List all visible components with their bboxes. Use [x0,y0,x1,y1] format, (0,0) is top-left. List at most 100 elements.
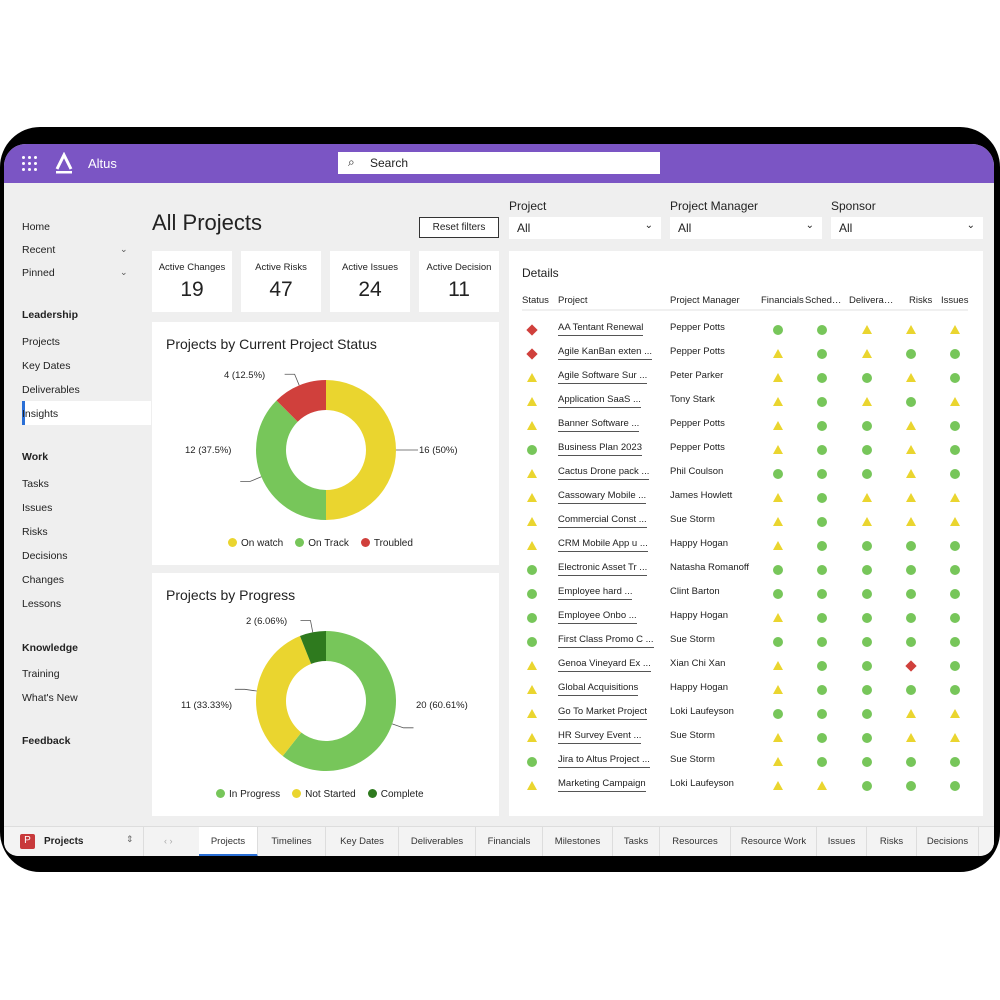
project-link[interactable]: Genoa Vineyard Ex ... [558,658,651,672]
filter-dropdown-project[interactable]: All ⌄ [509,217,661,239]
project-link[interactable]: First Class Promo C ... [558,634,654,648]
tab-issues[interactable]: Issues [817,827,867,856]
project-link[interactable]: Electronic Asset Tr ... [558,562,648,576]
donut-slice-on-track[interactable] [255,400,326,520]
project-link[interactable]: HR Survey Event ... [558,730,642,744]
tab-key-dates[interactable]: Key Dates [326,827,399,856]
donut-slice-troubled[interactable] [276,380,326,422]
donut-slice-not-started[interactable] [255,636,312,757]
project-link[interactable]: Banner Software ... [558,418,640,432]
chart-title: Projects by Current Project Status [166,336,377,352]
green-circle-icon [773,469,783,479]
green-circle-icon [906,613,916,623]
project-link[interactable]: Employee Onbo ... [558,610,637,624]
project-link[interactable]: Global Acquisitions [558,682,639,696]
legend-item[interactable]: Troubled [360,538,413,549]
project-link[interactable]: Marketing Campaign [558,778,646,792]
app-launcher-icon[interactable] [22,156,38,172]
column-header[interactable]: Project [558,295,588,306]
project-manager: Natasha Romanoff [670,562,750,573]
project-link[interactable]: Employee hard ... [558,586,633,600]
column-header[interactable]: Sched… [805,295,842,306]
column-header[interactable]: Status [522,295,549,306]
legend-item[interactable]: Complete [367,789,424,800]
bottom-bar: P Projects ⇕ ‹ › Projects Timelines Key Da… [4,826,994,856]
table-row: Banner Software ... Pepper Potts [509,415,983,437]
kpi-card[interactable]: Active Decision 11 [419,251,499,312]
green-circle-icon [906,637,916,647]
reset-filters-button[interactable]: Reset filters [419,217,499,238]
app-switcher[interactable]: P Projects ⇕ [4,827,144,856]
legend-swatch-icon [360,538,370,547]
tab-decisions[interactable]: Decisions [917,827,979,856]
project-link[interactable]: Cassowary Mobile ... [558,490,647,504]
project-link[interactable]: AA Tentant Renewal [558,322,644,336]
table-row: Global Acquisitions Happy Hogan [509,679,983,701]
project-link[interactable]: Cactus Drone pack ... [558,466,650,480]
project-link[interactable]: Commercial Const ... [558,514,647,528]
sidebar-item-training[interactable]: Training [22,668,60,680]
legend-item[interactable]: Not Started [292,789,356,800]
sidebar-item-changes[interactable]: Changes [22,574,65,586]
legend-item[interactable]: On Track [295,538,349,549]
column-header[interactable]: Delivera… [849,295,894,306]
tab-financials[interactable]: Financials [476,827,543,856]
kpi-card[interactable]: Active Changes 19 [152,251,232,312]
legend-item[interactable]: On watch [228,538,283,549]
column-header[interactable]: Risks [909,295,933,306]
sidebar-item-insights[interactable]: Insights [22,408,59,420]
tab-projects[interactable]: Projects [199,827,258,856]
sidebar-item-recent[interactable]: Recent [22,244,56,256]
sidebar-item-lessons[interactable]: Lessons [22,598,62,610]
project-link[interactable]: Application SaaS ... [558,394,641,408]
donut-slice-in-progress[interactable] [282,631,396,771]
table-row: CRM Mobile App u ... Happy Hogan [509,535,983,557]
sidebar-item-risks[interactable]: Risks [22,526,48,538]
column-header[interactable]: Project Manager [670,295,740,306]
project-link[interactable]: Agile Software Sur ... [558,370,648,384]
donut-slice-on-watch[interactable] [326,380,396,520]
green-circle-icon [950,661,960,671]
sidebar-item-home[interactable]: Home [22,221,51,233]
kpi-card[interactable]: Active Risks 47 [241,251,321,312]
tab-resources[interactable]: Resources [660,827,731,856]
tab-resource-work[interactable]: Resource Work [731,827,817,856]
donut-slice-complete[interactable] [299,631,326,664]
yellow-triangle-icon [527,469,537,478]
sidebar-item-projects[interactable]: Projects [22,336,60,348]
green-circle-icon [862,565,872,575]
kpi-card[interactable]: Active Issues 24 [330,251,410,312]
sidebar-item-issues[interactable]: Issues [22,502,53,514]
sidebar-item-decisions[interactable]: Decisions [22,550,68,562]
sidebar-item-pinned[interactable]: Pinned [22,267,55,279]
project-link[interactable]: Jira to Altus Project ... [558,754,650,768]
sidebar: Home Recent ⌄ Pinned ⌄ Leadership Projects Key … [4,144,151,824]
tab-tasks[interactable]: Tasks [613,827,660,856]
sidebar-item-deliverables[interactable]: Deliverables [22,384,80,396]
tab-timelines[interactable]: Timelines [258,827,326,856]
chevron-down-icon[interactable]: ⌄ [120,267,128,277]
tab-scroll-arrows-icon[interactable]: ‹ › [164,836,173,846]
yellow-triangle-icon [906,493,916,502]
project-link[interactable]: Business Plan 2023 [558,442,642,456]
project-link[interactable]: CRM Mobile App u ... [558,538,648,552]
filter-dropdown-project-manager[interactable]: All ⌄ [670,217,822,239]
green-circle-icon [773,637,783,647]
legend-item[interactable]: In Progress [216,789,280,800]
sidebar-item-what-s-new[interactable]: What's New [22,692,78,704]
tab-deliverables[interactable]: Deliverables [399,827,476,856]
tab-risks[interactable]: Risks [867,827,917,856]
sidebar-item-tasks[interactable]: Tasks [22,478,49,490]
green-circle-icon [817,493,827,503]
search-input[interactable]: ⌕ Search [338,152,660,174]
green-circle-icon [773,325,783,335]
column-header[interactable]: Financials [761,295,804,306]
chevron-down-icon[interactable]: ⌄ [120,244,128,254]
sidebar-item-key-dates[interactable]: Key Dates [22,360,71,372]
filter-dropdown-sponsor[interactable]: All ⌄ [831,217,983,239]
yellow-triangle-icon [906,469,916,478]
column-header[interactable]: Issues [941,295,969,306]
tab-milestones[interactable]: Milestones [543,827,613,856]
project-link[interactable]: Agile KanBan exten ... [558,346,653,360]
project-link[interactable]: Go To Market Project [558,706,648,720]
